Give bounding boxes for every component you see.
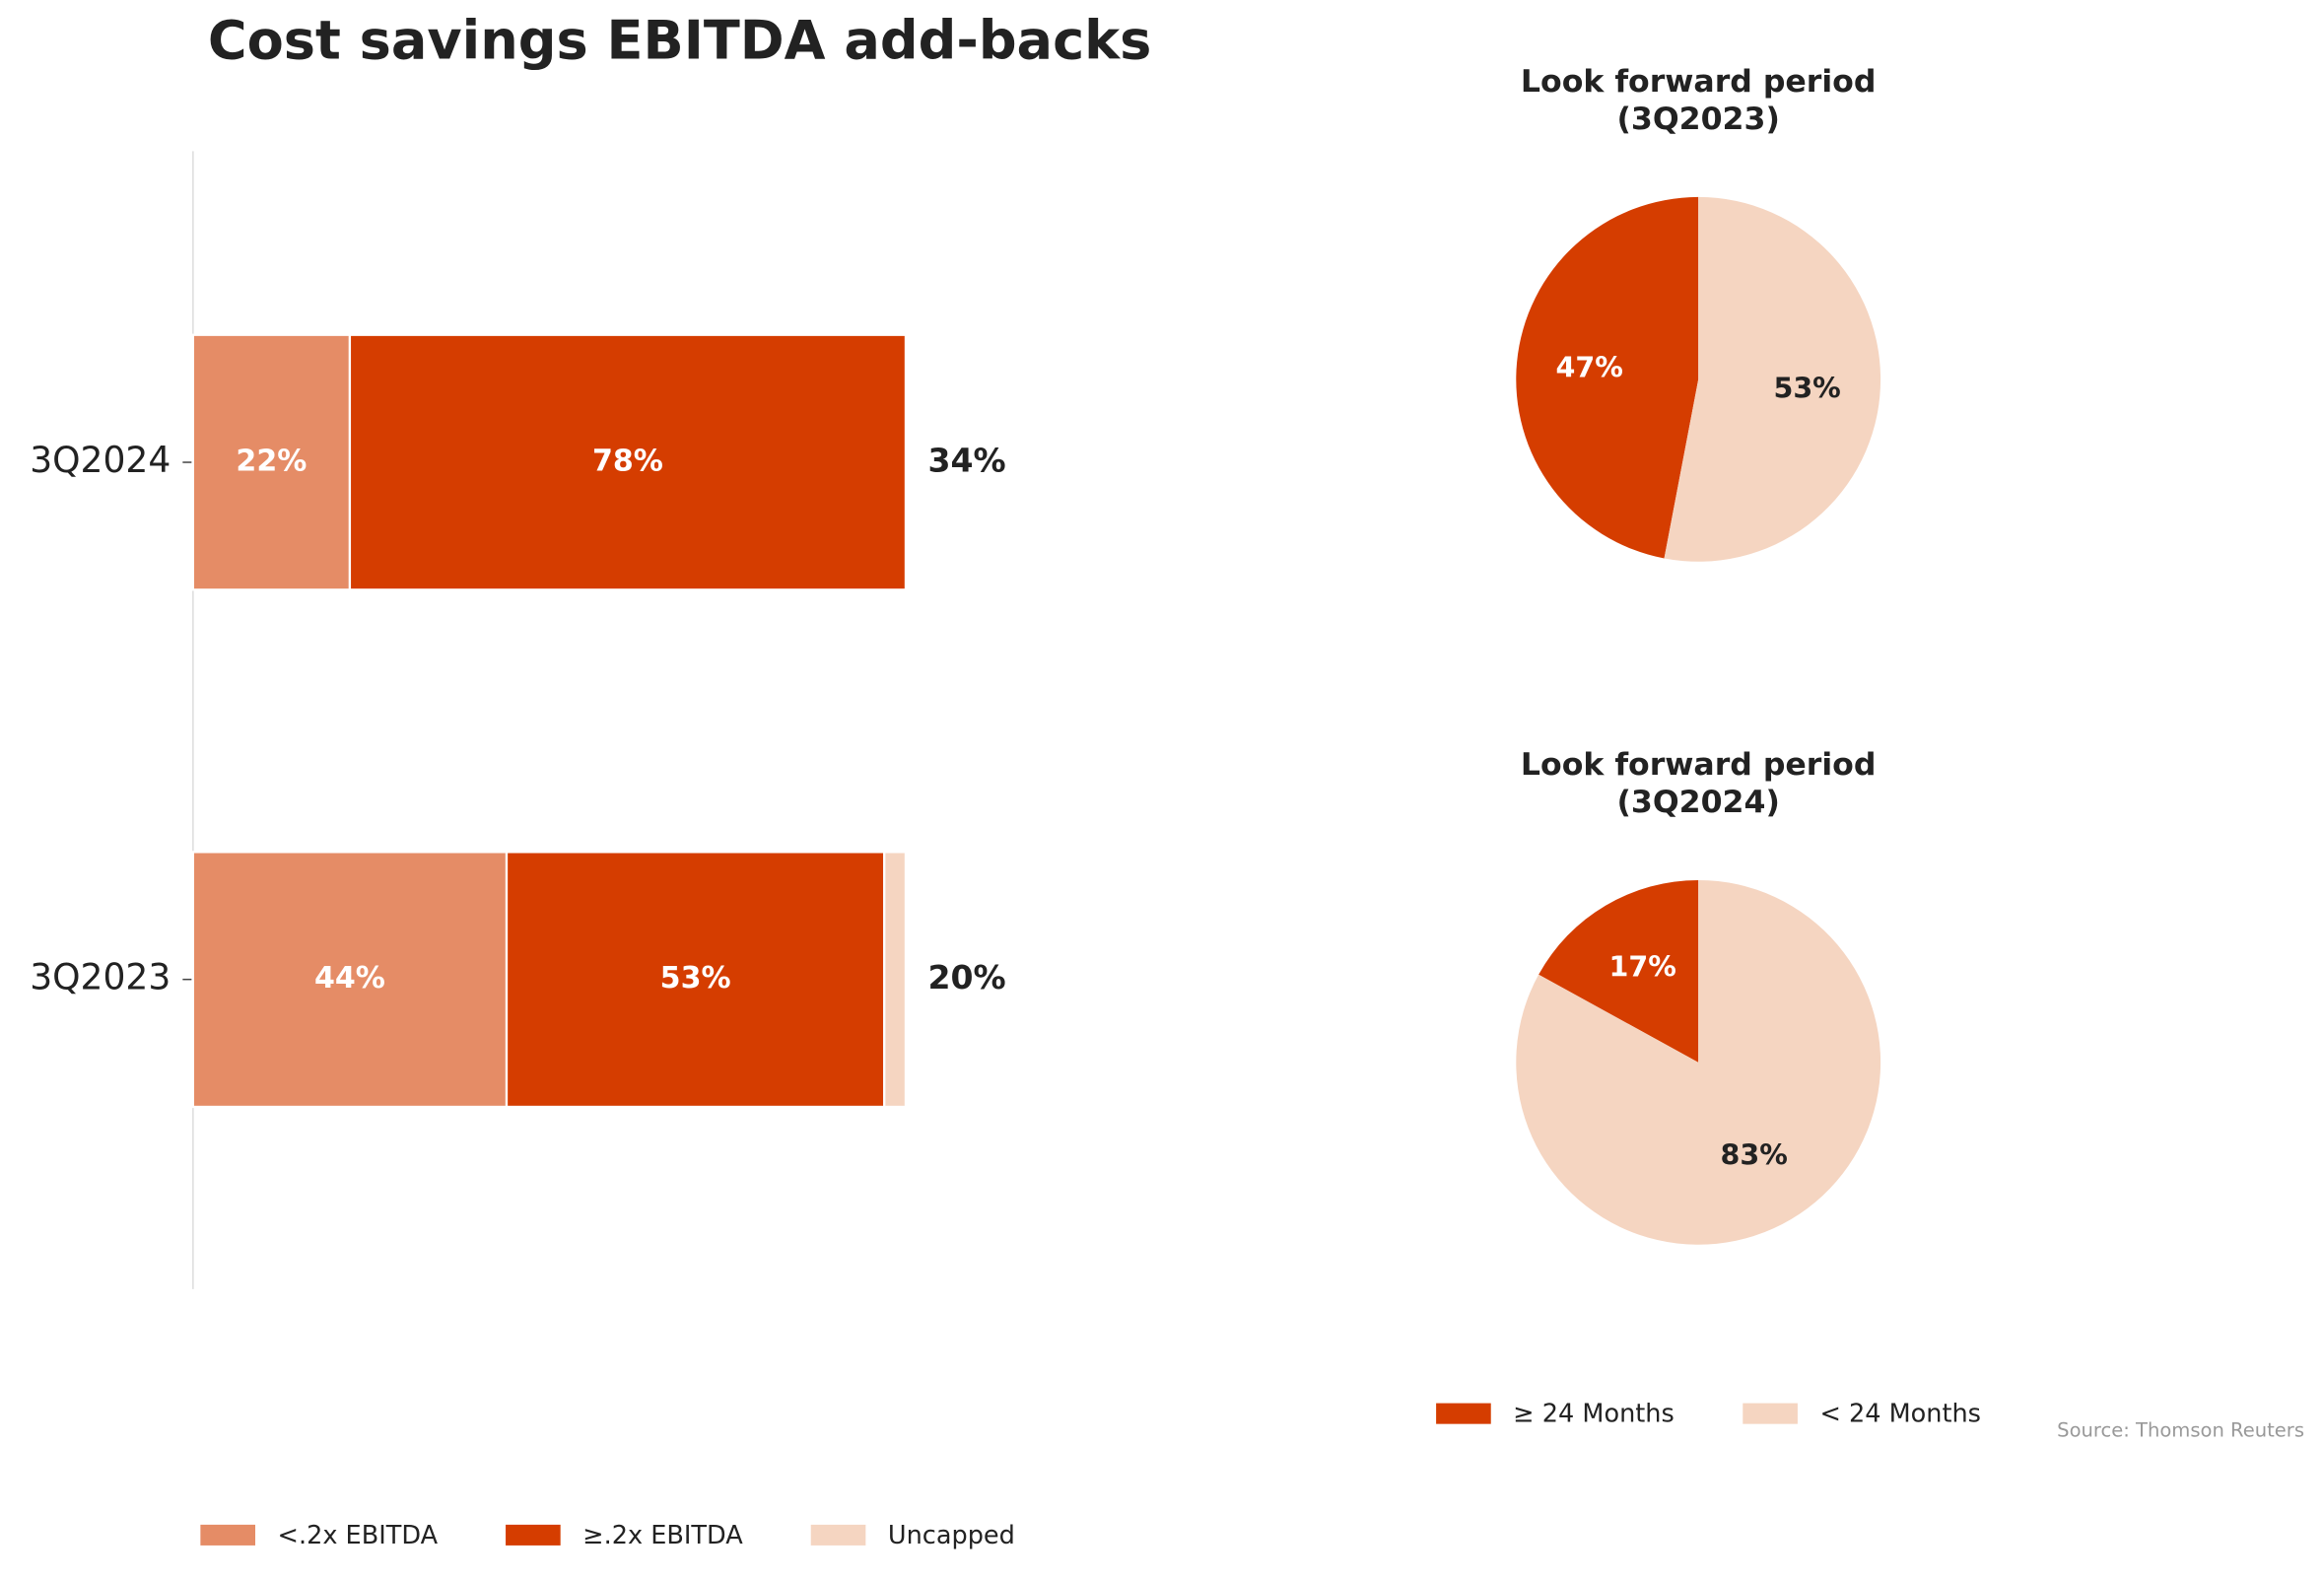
legend-label: Uncapped xyxy=(888,1521,1015,1550)
pie-value-label: 53% xyxy=(1773,371,1840,404)
total-label: 20% xyxy=(927,958,1005,997)
legend-label: <.2x EBITDA xyxy=(278,1521,439,1550)
pie-title: (3Q2023) xyxy=(1616,102,1779,137)
pie-title: (3Q2024) xyxy=(1616,785,1779,820)
y-tick-label: 3Q2024 xyxy=(30,440,171,481)
pie-title: Look forward period xyxy=(1521,64,1877,100)
y-tick-label: 3Q2023 xyxy=(30,957,171,998)
bar-value-label: 78% xyxy=(592,445,663,479)
bar-value-label: 44% xyxy=(314,961,385,996)
bar-value-label: 53% xyxy=(660,961,731,996)
pie-title: Look forward period xyxy=(1521,747,1877,783)
bar-segment xyxy=(883,851,908,1109)
pie-slice xyxy=(1664,196,1881,562)
bar-value-label: 22% xyxy=(236,445,307,479)
total-label: 34% xyxy=(927,442,1005,480)
pie-slice xyxy=(1516,879,1881,1245)
bar-segment xyxy=(348,333,908,591)
legend-swatch xyxy=(506,1524,561,1546)
source: Source: Thomson Reuters xyxy=(2057,1419,2304,1442)
pie-value-label: 83% xyxy=(1720,1137,1787,1171)
pie-slice xyxy=(1516,196,1699,559)
legend-swatch xyxy=(1743,1403,1798,1424)
legend-label: ≥.2x EBITDA xyxy=(582,1521,743,1550)
pie-slice xyxy=(1538,879,1699,1063)
chart-title: Cost savings EBITDA add-backs xyxy=(208,10,1151,72)
legend-swatch xyxy=(200,1524,255,1546)
bar-segment xyxy=(191,333,352,591)
bar-segment xyxy=(505,851,886,1109)
pie-value-label: 17% xyxy=(1609,949,1676,983)
bar-segment xyxy=(191,851,509,1109)
legend-label: ≥ 24 Months xyxy=(1513,1400,1675,1429)
pie-value-label: 47% xyxy=(1556,350,1623,383)
legend-swatch xyxy=(810,1524,866,1546)
legend-label: < 24 Months xyxy=(1819,1400,1981,1429)
legend-swatch xyxy=(1436,1403,1491,1424)
